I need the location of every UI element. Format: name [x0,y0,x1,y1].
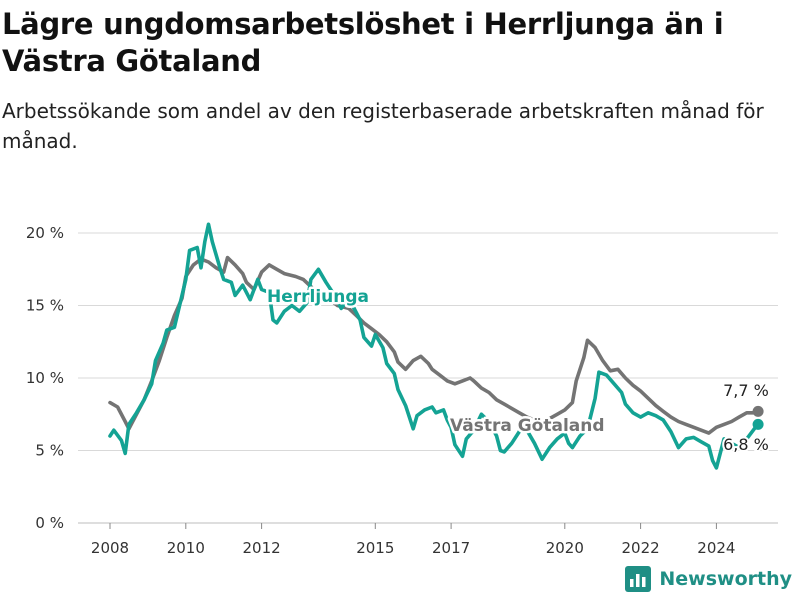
end-value-label-vastra-gotaland: 7,7 % [723,381,769,400]
y-tick-label: 20 % [26,224,64,242]
series-lines [108,222,764,470]
x-tick-label: 2024 [697,539,735,557]
x-tick-label: 2020 [546,539,584,557]
end-point-vastra-gotaland [752,405,764,417]
y-tick-label: 0 % [35,514,64,532]
x-axis-ticks: 2008 2010 2012 2015 2017 2020 2022 2024 [91,523,735,557]
gridlines [78,232,778,524]
series-line-vastra-gotaland [108,255,760,435]
y-tick-label: 10 % [26,369,64,387]
x-tick-label: 2015 [356,539,394,557]
y-tick-label: 15 % [26,297,64,315]
chart-title: Lägre ungdomsarbetslöshet i Herrljunga ä… [2,7,724,78]
x-tick-label: 2012 [243,539,281,557]
end-value-label-herrljunga: 6,8 % [723,435,769,454]
brand-name: Newsworthy [659,568,792,590]
y-axis-ticks: 0 % 5 % 10 % 15 % 20 % [26,224,64,532]
newsworthy-logo: Newsworthy [625,566,792,592]
y-tick-label: 5 % [35,442,64,460]
series-line-herrljunga [108,222,760,470]
series-label-vastra-gotaland: Västra Götaland [450,416,605,436]
series-label-herrljunga: Herrljunga [267,287,369,307]
x-tick-label: 2017 [432,539,470,557]
series-labels: Västra Götaland 7,7 % Herrljunga 6,8 % [265,285,771,457]
end-point-herrljunga [752,418,764,430]
x-tick-label: 2010 [167,539,205,557]
x-tick-label: 2008 [91,539,129,557]
bar-chart-logo-icon [625,566,652,592]
x-tick-label: 2022 [622,539,660,557]
chart-subtitle: Arbetssökande som andel av den registerb… [2,99,764,153]
